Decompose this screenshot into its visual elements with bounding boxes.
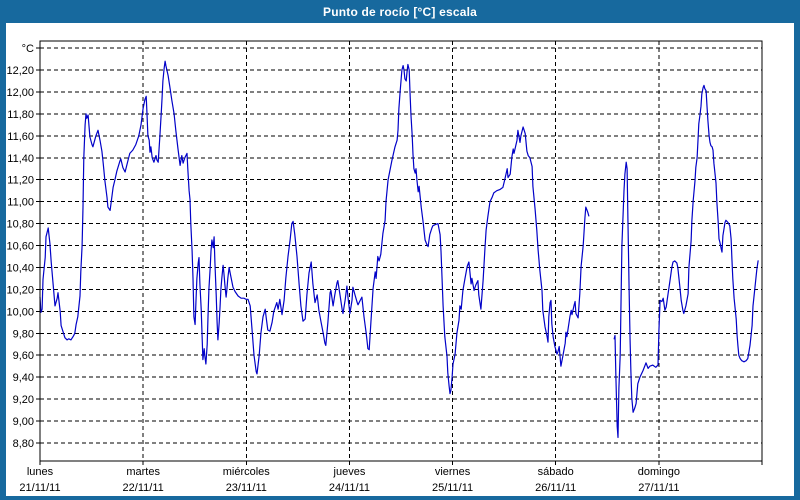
x-day-date: 25/11/11 <box>432 482 473 494</box>
y-axis-unit: °C <box>22 43 34 55</box>
x-day-name: viernes <box>435 466 471 478</box>
x-day-date: 21/11/11 <box>19 482 60 494</box>
y-tick-label: 12,00 <box>6 87 34 99</box>
x-day-date: 22/11/11 <box>123 482 164 494</box>
x-day-name: sábado <box>538 466 574 478</box>
y-axis-labels: 12,20 12,00 11,80 11,60 11,40 11,20 11,00 10,80… <box>6 43 34 450</box>
x-day-name: domingo <box>638 466 680 478</box>
x-day-date: 26/11/11 <box>535 482 576 494</box>
axis-ticks <box>36 47 763 465</box>
chart-panel: 12,20 12,00 11,80 11,60 11,40 11,20 11,00 10,80… <box>6 23 794 496</box>
dew-point-line <box>39 60 759 439</box>
x-day-name: miércoles <box>223 466 271 478</box>
x-day-date: 24/11/11 <box>329 482 370 494</box>
x-axis-labels: lunes 21/11/11 martes 22/11/11 miércoles 23/1… <box>19 466 680 494</box>
y-tick-label: 11,80 <box>7 109 34 121</box>
x-day-name: lunes <box>27 466 54 478</box>
x-day-name: jueves <box>333 466 366 478</box>
y-tick-label: 9,40 <box>13 372 34 384</box>
y-tick-label: 11,00 <box>7 197 34 209</box>
y-tick-label: 10,80 <box>6 219 34 231</box>
y-tick-label: 9,20 <box>13 394 34 406</box>
dew-point-series-segment <box>613 84 759 439</box>
x-day-date: 27/11/11 <box>638 482 679 494</box>
y-tick-label: 9,60 <box>13 350 34 362</box>
dew-point-series-segment <box>39 60 590 395</box>
y-tick-label: 9,80 <box>13 328 34 340</box>
y-tick-label: 8,80 <box>13 438 34 450</box>
title-bar: Punto de rocío [°C] escala <box>0 0 800 23</box>
y-tick-label: 10,40 <box>6 262 34 274</box>
y-tick-label: 10,20 <box>6 284 34 296</box>
y-tick-label: 10,60 <box>6 241 34 253</box>
chart-title: Punto de rocío [°C] escala <box>322 4 478 19</box>
y-tick-label: 11,60 <box>7 131 34 143</box>
y-tick-label: 10,00 <box>6 306 34 318</box>
plot-border <box>39 40 763 462</box>
chart-svg: 12,20 12,00 11,80 11,60 11,40 11,20 11,00 10,80… <box>6 40 763 494</box>
y-tick-label: 9,00 <box>13 416 34 428</box>
y-tick-label: 11,40 <box>7 153 34 165</box>
x-day-name: martes <box>126 466 160 478</box>
x-day-date: 23/11/11 <box>226 482 267 494</box>
y-tick-label: 12,20 <box>6 65 34 77</box>
y-tick-label: 11,20 <box>7 175 34 187</box>
gridlines <box>40 41 762 461</box>
